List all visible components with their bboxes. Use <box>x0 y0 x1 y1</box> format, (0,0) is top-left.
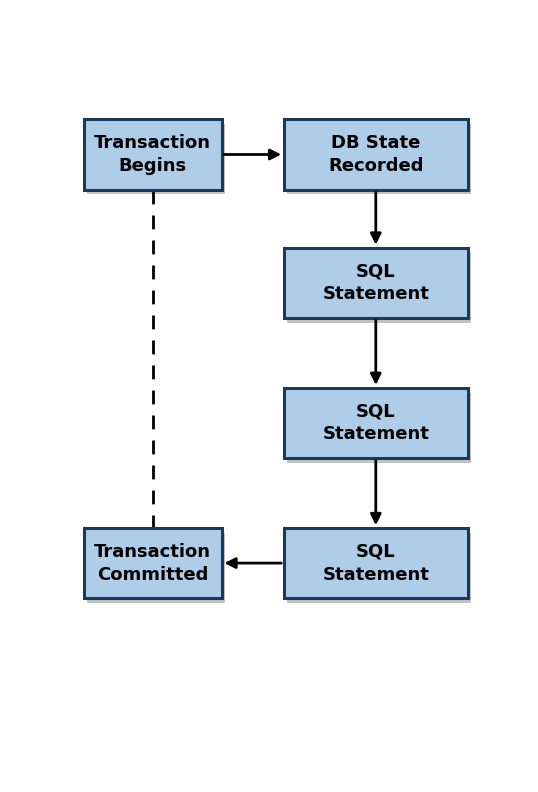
Text: SQL
Statement: SQL Statement <box>322 543 429 584</box>
FancyBboxPatch shape <box>287 124 471 195</box>
FancyBboxPatch shape <box>87 124 225 195</box>
Text: Transaction
Committed: Transaction Committed <box>94 543 211 584</box>
Text: SQL
Statement: SQL Statement <box>322 262 429 303</box>
FancyBboxPatch shape <box>284 388 468 458</box>
FancyBboxPatch shape <box>84 528 222 598</box>
FancyBboxPatch shape <box>287 253 471 322</box>
Text: Transaction
Begins: Transaction Begins <box>94 134 211 175</box>
Text: SQL
Statement: SQL Statement <box>322 402 429 444</box>
FancyBboxPatch shape <box>84 120 222 189</box>
FancyBboxPatch shape <box>287 393 471 463</box>
Text: DB State
Recorded: DB State Recorded <box>328 134 423 175</box>
FancyBboxPatch shape <box>87 533 225 603</box>
FancyBboxPatch shape <box>287 533 471 603</box>
FancyBboxPatch shape <box>284 528 468 598</box>
FancyBboxPatch shape <box>284 247 468 318</box>
FancyBboxPatch shape <box>284 120 468 189</box>
